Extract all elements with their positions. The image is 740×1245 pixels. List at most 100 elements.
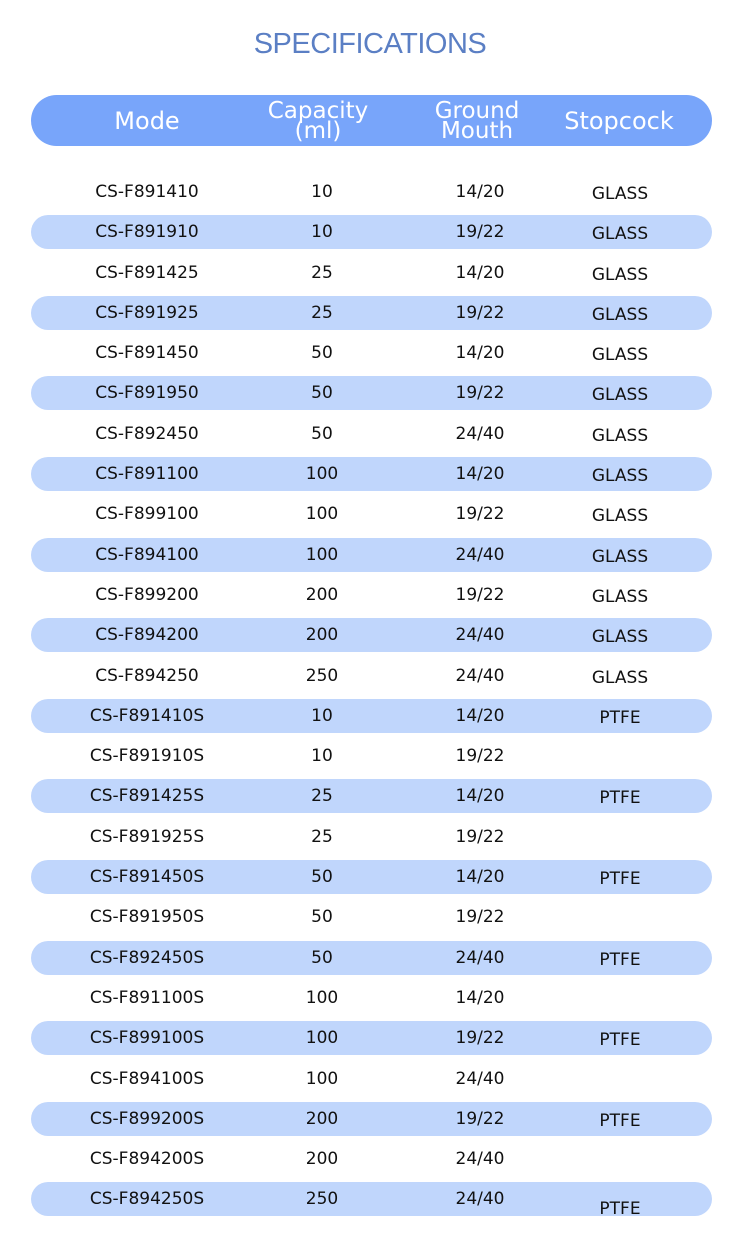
cell-mode: CS-F899100S <box>89 1028 205 1049</box>
cell-mode: CS-F892450 <box>95 423 199 444</box>
cell-capacity: 25 <box>311 262 333 283</box>
cell-stopcock: GLASS <box>591 184 649 204</box>
row-stripe <box>31 376 712 411</box>
table-row: CS-F894100S 100 24/40 <box>0 1059 740 1099</box>
cell-capacity: 10 <box>311 222 333 243</box>
table-row: CS-F891910S 10 19/22 <box>0 736 740 776</box>
cell-ground: 24/40 <box>455 947 505 968</box>
cell-capacity: 200 <box>305 1149 339 1170</box>
cell-stopcock: PTFE <box>599 869 641 890</box>
cell-mode: CS-F891425 <box>95 262 199 283</box>
table-row: CS-F891425 25 14/20 GLASS <box>0 253 740 293</box>
cell-mode: CS-F891410S <box>89 705 205 726</box>
table-row: CS-F891450S 50 14/20 PTFE <box>0 857 740 897</box>
table-row: CS-F894100 100 24/40 GLASS <box>0 535 740 575</box>
cell-ground: 19/22 <box>455 907 505 928</box>
cell-capacity: 200 <box>305 625 339 646</box>
cell-ground: 14/20 <box>455 262 505 283</box>
table-row: CS-F891410S 10 14/20 PTFE <box>0 696 740 736</box>
cell-capacity: 50 <box>311 383 333 404</box>
cell-ground: 19/22 <box>455 383 505 404</box>
cell-mode: CS-F894250S <box>89 1189 205 1210</box>
table-row: CS-F891450 50 14/20 GLASS <box>0 333 740 373</box>
cell-ground: 24/40 <box>455 423 505 444</box>
table-row: CS-F899100 100 19/22 GLASS <box>0 494 740 534</box>
cell-stopcock: GLASS <box>591 304 649 325</box>
table-row: CS-F891410 10 14/20 GLASS <box>0 172 740 212</box>
header-capacity-line1: Capacity <box>267 97 369 124</box>
cell-mode: CS-F894100 <box>95 544 199 565</box>
cell-mode: CS-F891425S <box>89 786 205 807</box>
cell-mode: CS-F894100S <box>89 1068 205 1089</box>
table-row: CS-F894200 200 24/40 GLASS <box>0 615 740 655</box>
table-row: CS-F891925S 25 19/22 <box>0 817 740 857</box>
cell-ground: 14/20 <box>455 867 505 888</box>
cell-capacity: 50 <box>311 867 333 888</box>
cell-ground: 24/40 <box>455 1189 505 1210</box>
cell-ground: 14/20 <box>455 182 505 202</box>
cell-ground: 19/22 <box>455 1108 505 1129</box>
cell-capacity: 100 <box>305 544 339 565</box>
cell-mode: CS-F899200 <box>95 584 199 605</box>
cell-stopcock: GLASS <box>591 546 649 567</box>
cell-mode: CS-F891100 <box>95 464 199 485</box>
cell-mode: CS-F891925S <box>89 826 205 847</box>
table-row: CS-F891950S 50 19/22 <box>0 897 740 937</box>
header-capacity-line2: (ml) <box>294 117 342 144</box>
row-stripe <box>31 1182 712 1217</box>
cell-capacity: 50 <box>311 947 333 968</box>
table-row: CS-F894200S 200 24/40 <box>0 1139 740 1179</box>
cell-stopcock: GLASS <box>591 466 649 487</box>
table-header: Mode Capacity (ml) Ground Mouth Stopcock <box>31 95 712 146</box>
cell-ground: 19/22 <box>455 746 505 767</box>
cell-stopcock: GLASS <box>591 586 649 607</box>
table-row: CS-F894250S 250 24/40 PTFE <box>0 1179 740 1219</box>
cell-mode: CS-F899100 <box>95 504 199 525</box>
table-row: CS-F899200S 200 19/22 PTFE <box>0 1099 740 1139</box>
row-stripe <box>31 457 712 492</box>
cell-capacity: 250 <box>305 665 339 686</box>
cell-capacity: 100 <box>305 1068 339 1089</box>
cell-ground: 24/40 <box>455 625 505 646</box>
cell-ground: 24/40 <box>455 1149 505 1170</box>
cell-capacity: 25 <box>311 826 333 847</box>
cell-capacity: 100 <box>305 987 339 1008</box>
cell-ground: 14/20 <box>455 987 505 1008</box>
table-row: CS-F891950 50 19/22 GLASS <box>0 373 740 413</box>
cell-ground: 19/22 <box>455 584 505 605</box>
row-stripe <box>31 295 712 330</box>
cell-capacity: 100 <box>305 1028 339 1049</box>
cell-ground: 24/40 <box>455 665 505 686</box>
cell-capacity: 50 <box>311 343 333 364</box>
header-capacity: Capacity (ml) <box>268 95 369 146</box>
cell-mode: CS-F891950S <box>89 907 205 928</box>
header-ground-line1: Ground <box>434 97 520 124</box>
cell-ground: 19/22 <box>455 222 505 243</box>
table-row: CS-F891910 10 19/22 GLASS <box>0 212 740 252</box>
cell-stopcock: GLASS <box>591 345 649 366</box>
cell-mode: CS-F894200S <box>89 1149 205 1170</box>
row-stripe <box>31 537 712 572</box>
cell-capacity: 200 <box>305 1108 339 1129</box>
cell-stopcock: GLASS <box>591 385 649 406</box>
cell-ground: 19/22 <box>455 302 505 323</box>
cell-stopcock: PTFE <box>599 1030 641 1051</box>
cell-stopcock: PTFE <box>599 788 641 809</box>
cell-mode: CS-F891450S <box>89 867 205 888</box>
cell-stopcock: PTFE <box>599 707 641 728</box>
table-row: CS-F892450 50 24/40 GLASS <box>0 414 740 454</box>
cell-mode: CS-F891925 <box>95 302 199 323</box>
cell-stopcock: GLASS <box>591 627 649 648</box>
table-row: CS-F892450S 50 24/40 PTFE <box>0 938 740 978</box>
row-stripe <box>31 1101 712 1136</box>
cell-stopcock: PTFE <box>599 949 641 970</box>
row-stripe <box>31 618 712 653</box>
row-stripe <box>31 940 712 975</box>
cell-stopcock: PTFE <box>599 1199 641 1220</box>
row-stripe <box>31 1021 712 1056</box>
cell-mode: CS-F891950 <box>95 383 199 404</box>
cell-ground: 19/22 <box>455 826 505 847</box>
cell-stopcock: GLASS <box>591 264 649 285</box>
cell-mode: CS-F891450 <box>95 343 199 364</box>
cell-ground: 14/20 <box>455 464 505 485</box>
